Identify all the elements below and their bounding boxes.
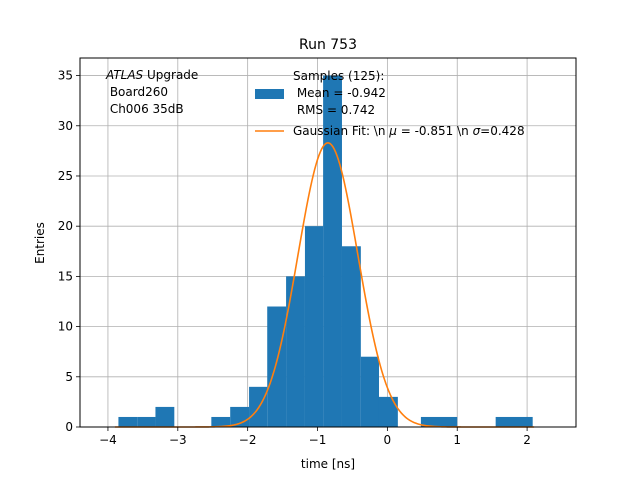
legend-fit-prefix: Gaussian Fit: \n — [293, 124, 389, 138]
y-tick-label: 15 — [58, 269, 73, 283]
x-tick-label: −1 — [309, 433, 327, 447]
y-tick-label: 25 — [58, 169, 73, 183]
legend-fit-sigma-value: =0.428 — [480, 124, 524, 138]
y-tick-label: 10 — [58, 320, 73, 334]
y-axis-ticks: 0 5 10 15 20 25 30 35 — [58, 69, 80, 434]
histogram-bar — [249, 386, 268, 427]
x-tick-label: −3 — [169, 433, 187, 447]
chart-title: Run 753 — [299, 37, 357, 53]
y-tick-label: 35 — [58, 69, 73, 83]
legend-fit-mu-symbol: μ — [388, 124, 397, 138]
x-tick-label: 1 — [453, 433, 461, 447]
atlas-annotation: ATLAS Upgrade Board260 Ch006 35dB — [105, 68, 198, 116]
x-tick-label: −2 — [239, 433, 257, 447]
legend-hist-line-1: Samples (125): — [293, 69, 384, 83]
histogram-bars — [118, 75, 533, 428]
annotation-line-2: Board260 — [106, 85, 168, 99]
annotation-italic: ATLAS — [105, 68, 144, 82]
y-tick-label: 5 — [65, 370, 73, 384]
annotation-line-1: ATLAS Upgrade — [105, 68, 198, 82]
legend-hist-line-3: RMS = 0.742 — [293, 103, 375, 117]
histogram-bar — [341, 246, 361, 427]
histogram-bar — [211, 416, 231, 427]
histogram-bar — [118, 416, 138, 427]
legend-hist-swatch — [255, 89, 284, 99]
histogram-bar — [323, 75, 342, 428]
legend-fit-sigma-symbol: σ — [473, 124, 481, 138]
x-axis-label: time [ns] — [301, 457, 355, 471]
histogram-bar — [495, 416, 533, 427]
y-tick-label: 20 — [58, 219, 73, 233]
y-tick-label: 0 — [65, 420, 73, 434]
histogram-bar — [137, 416, 156, 427]
histogram-bar — [267, 306, 287, 427]
legend: Samples (125): Mean = -0.942 RMS = 0.742… — [255, 69, 525, 138]
legend-hist-line-2: Mean = -0.942 — [293, 86, 386, 100]
histogram-bar — [360, 356, 379, 427]
histogram-bar — [155, 406, 175, 427]
x-tick-label: 2 — [523, 433, 531, 447]
histogram-bar — [286, 276, 305, 427]
annotation-rest: Upgrade — [143, 68, 198, 82]
annotation-line-3: Ch006 35dB — [106, 102, 184, 116]
x-axis-ticks: −4 −3 −2 −1 0 1 2 — [99, 427, 531, 447]
axes-frame — [79, 57, 577, 428]
x-tick-label: 0 — [384, 433, 392, 447]
legend-fit-label: Gaussian Fit: \n μ = -0.851 \n σ=0.428 — [293, 124, 525, 138]
y-axis-label: Entries — [33, 222, 47, 264]
histogram-bar — [304, 226, 324, 427]
y-tick-label: 30 — [58, 119, 73, 133]
histogram-bar — [378, 396, 398, 427]
x-tick-label: −4 — [99, 433, 117, 447]
histogram-bar — [420, 416, 458, 427]
legend-fit-mu-value: = -0.851 \n — [397, 124, 473, 138]
